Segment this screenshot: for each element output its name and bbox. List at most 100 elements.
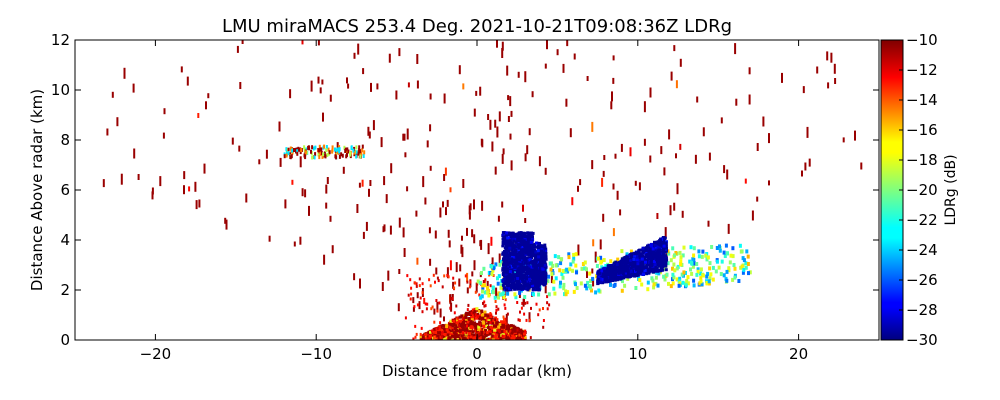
mixed-band-echo [490, 272, 494, 277]
upper-band-echo [314, 145, 317, 150]
upper-band-echo [360, 151, 363, 156]
clutter-echo [494, 333, 498, 337]
blue-echo-b [624, 256, 628, 260]
blue-echo-b [622, 258, 626, 261]
blue-echo-b [646, 267, 650, 271]
blue-echo-a [535, 288, 539, 292]
clutter-echo [460, 325, 464, 329]
x-tick-label: 20 [789, 345, 808, 363]
blue-echo-a [533, 283, 537, 287]
mixed-band-echo [518, 290, 522, 295]
blue-echo-a [532, 253, 536, 256]
clutter-echo [480, 334, 484, 338]
mixed-band-echo [746, 254, 750, 259]
clutter-echo [467, 317, 471, 321]
mixed-band-echo [609, 259, 613, 264]
upper-band-echo [317, 152, 320, 157]
speckle-echo [479, 240, 482, 247]
speckle-echo [528, 312, 531, 323]
blue-echo-a [507, 233, 511, 237]
clutter-halo-echo [521, 301, 524, 305]
speckle-echo [524, 218, 527, 223]
blue-echo-b [636, 254, 640, 258]
speckle-echo [522, 298, 525, 307]
speckle-echo [569, 128, 572, 138]
clutter-echo [483, 316, 487, 320]
mixed-band-echo [492, 266, 496, 271]
clutter-echo [446, 333, 450, 337]
speckle-echo [418, 301, 421, 310]
blue-echo-a [529, 255, 533, 259]
speckle-echo [422, 176, 425, 188]
speckle-echo [385, 194, 388, 204]
speckle-echo [183, 171, 186, 180]
clutter-echo [448, 332, 452, 336]
blue-echo-b [619, 275, 623, 279]
x-tick-label: −20 [140, 345, 172, 363]
mixed-band-echo [689, 267, 692, 272]
speckle-echo [494, 166, 497, 175]
clutter-halo-echo [535, 302, 538, 306]
blue-echo-a [520, 242, 524, 246]
mixed-band-echo [588, 284, 592, 289]
blue-echo-b [647, 249, 651, 253]
mixed-band-echo [547, 274, 550, 279]
blue-echo-a [534, 265, 538, 269]
speckle-echo [591, 160, 594, 170]
mixed-band-echo [497, 295, 500, 300]
y-tick-label: 0 [60, 331, 70, 349]
mixed-band-echo [692, 283, 696, 288]
clutter-echo [473, 328, 477, 332]
upper-band-echo [359, 154, 362, 159]
blue-echo-a [524, 251, 528, 255]
speckle-echo [602, 170, 605, 177]
clutter-halo-echo [453, 286, 456, 290]
blue-echo-b [638, 265, 642, 269]
speckle-echo [284, 199, 287, 209]
mixed-band-echo [565, 267, 569, 272]
x-tick-label: 10 [628, 345, 647, 363]
mixed-band-echo [567, 252, 571, 257]
speckle-echo [660, 146, 663, 155]
speckle-echo [439, 207, 442, 218]
speckle-echo [473, 108, 476, 117]
clutter-halo-echo [482, 301, 484, 305]
mixed-band-echo [686, 281, 690, 286]
clutter-echo [483, 332, 487, 336]
blue-echo-a [520, 235, 524, 239]
mixed-band-echo [667, 251, 671, 256]
blue-echo-b [662, 244, 666, 248]
clutter-echo [495, 321, 499, 325]
blue-echo-b [636, 272, 640, 275]
clutter-echo [475, 307, 479, 311]
speckle-echo [461, 247, 464, 258]
clutter-halo-echo [502, 315, 505, 319]
clutter-echo [434, 331, 438, 334]
mixed-band-echo [654, 275, 658, 280]
colorbar-tick-label: −18 [906, 151, 938, 169]
clutter-halo-echo [406, 274, 409, 278]
blue-echo-b [614, 266, 617, 270]
speckle-echo [448, 240, 451, 248]
clutter-echo [499, 326, 503, 330]
clutter-echo [438, 328, 442, 332]
mixed-band-echo [629, 249, 633, 254]
clutter-echo [420, 338, 424, 340]
speckle-echo [368, 188, 370, 197]
blue-echo-b [639, 248, 643, 252]
blue-echo-a [514, 249, 518, 253]
speckle-echo [445, 207, 447, 216]
blue-echo-b [659, 251, 663, 255]
clutter-halo-echo [441, 329, 443, 333]
upper-band-echo [296, 151, 299, 156]
mixed-band-echo [574, 263, 578, 268]
speckle-echo [404, 152, 407, 158]
clutter-halo-echo [495, 311, 497, 315]
upper-band-echo [338, 145, 341, 150]
blue-echo-a [517, 243, 520, 247]
speckle-echo [429, 165, 432, 171]
blue-echo-a [534, 245, 538, 249]
mixed-band-echo [579, 281, 583, 286]
blue-echo-b [659, 263, 663, 267]
upper-band-echo [319, 147, 322, 152]
